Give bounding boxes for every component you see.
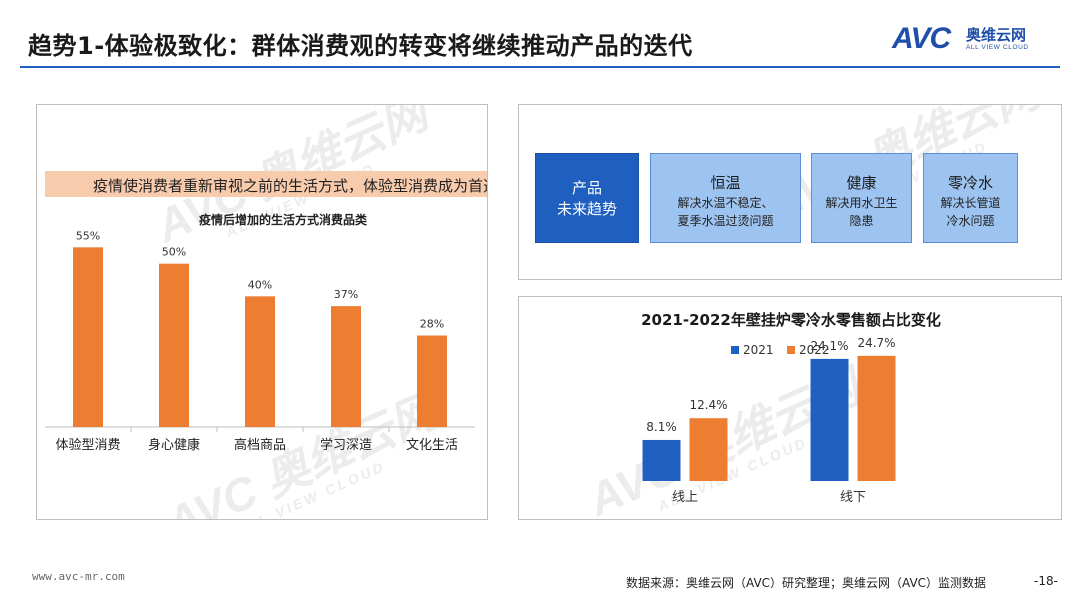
data-label: 28% [420, 318, 444, 331]
trend-box-heading: 恒温 [710, 174, 741, 192]
trend-box-desc: 隐患 [849, 214, 874, 228]
banner-text: 疫情使消费者重新审视之前的生活方式，体验型消费成为首选 [93, 177, 488, 195]
bar [642, 439, 681, 481]
title-divider [20, 66, 1060, 68]
data-label: 55% [76, 229, 100, 242]
bar [245, 296, 275, 427]
logo-cn: 奥维云网 [966, 26, 1027, 44]
chart-title: 2021-2022年壁挂炉零冷水零售额占比变化 [641, 311, 941, 329]
legend-swatch [787, 346, 795, 354]
page-title: 趋势1-体验极致化：群体消费观的转变将继续推动产品的迭代 [28, 32, 693, 60]
trend-box-heading: 零冷水 [947, 174, 993, 192]
category-label: 线下 [840, 490, 866, 505]
category-label: 身心健康 [148, 437, 200, 453]
logo-mark: AVC [892, 22, 951, 55]
website-url: www.avc-mr.com [32, 570, 125, 583]
category-label: 文化生活 [406, 438, 458, 453]
category-label: 高档商品 [234, 437, 286, 453]
data-label: 8.1% [646, 420, 677, 434]
trend-box-desc: 解决水温不稳定、 [677, 196, 774, 210]
trend-box-health: 健康 解决用水卫生 隐患 [811, 153, 912, 243]
data-source: 数据来源：奥维云网（AVC）研究整理；奥维云网（AVC）监测数据 [626, 576, 987, 590]
bar [73, 247, 103, 427]
bar [689, 418, 728, 481]
trend-box-desc: 解决用水卫生 [825, 196, 898, 210]
trend-box-heading: 健康 [846, 174, 877, 192]
chart-title: 疫情后增加的生活方式消费品类 [199, 213, 368, 227]
logo-en: ALL VIEW CLOUD [966, 44, 1029, 51]
legend-swatch [731, 346, 739, 354]
trend-box-constant-temp: 恒温 解决水温不稳定、 夏季水温过烫问题 [650, 153, 801, 243]
highlight-banner [45, 171, 487, 197]
page-number: -18- [1034, 574, 1058, 588]
bar [331, 306, 361, 427]
trend-main-line2: 未来趋势 [556, 200, 617, 218]
data-label: 24.7% [857, 336, 895, 350]
category-label: 学习深造 [320, 437, 372, 453]
bar [159, 263, 189, 427]
trend-main-line1: 产品 [571, 179, 602, 197]
zero-cold-water-bar-chart: 2021 2022 8.1% 12.4% 线上 24.1% 24.7% 线下 [642, 336, 896, 505]
trend-box-zero-cold-water: 零冷水 解决长管道 冷水问题 [923, 153, 1018, 243]
trend-box-desc: 夏季水温过烫问题 [677, 214, 774, 228]
zero-cold-water-chart-panel: AVC 奥维云网 ALL VIEW CLOUD 2021-2022年壁挂炉零冷水零… [518, 296, 1062, 520]
legend-label: 2022 [799, 343, 830, 357]
lifestyle-chart-panel: AVC 奥维云网 ALL VIEW CLOUD AVC 奥维云网 ALL VIEW … [36, 104, 488, 520]
trend-box-desc: 解决长管道 [940, 196, 1001, 210]
lifestyle-bar-chart: 55% 体验型消费 50% 身心健康 40% 高档商品 37% 学习深造 28% 文化生活 [45, 229, 475, 453]
data-label: 50% [162, 246, 186, 259]
bar [810, 358, 849, 481]
avc-logo: AVC 奥维云网 ALL VIEW CLOUD [892, 22, 1062, 58]
bar [417, 335, 447, 427]
data-label: 40% [248, 278, 272, 291]
category-label: 体验型消费 [55, 437, 120, 453]
category-label: 线上 [672, 490, 698, 505]
bar [857, 355, 896, 481]
data-label: 12.4% [689, 398, 727, 412]
trend-main-box: 产品 未来趋势 [535, 153, 639, 243]
data-label: 37% [334, 288, 358, 301]
legend-label: 2021 [743, 343, 774, 357]
data-label: 24.1% [810, 339, 848, 353]
trend-box-desc: 冷水问题 [946, 214, 995, 228]
